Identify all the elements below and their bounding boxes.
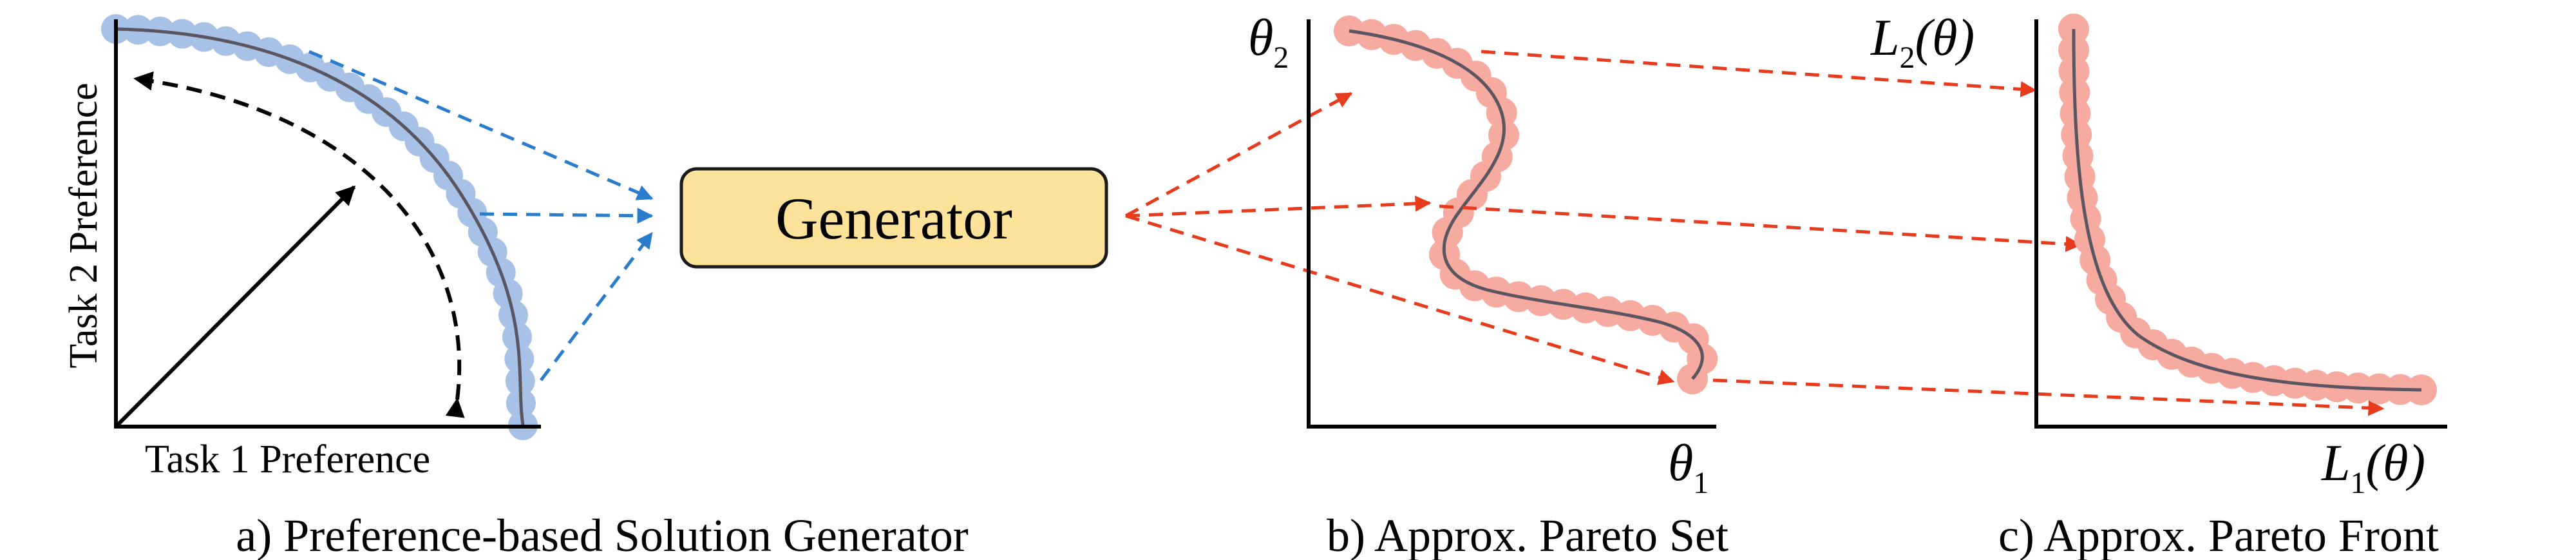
- pareto-set-curve: [1349, 29, 1704, 380]
- preference-sweep-arrow: [133, 71, 465, 418]
- red-arrow-map-bottom: [1712, 378, 2385, 416]
- panel-c-x-label-base: L: [2321, 435, 2351, 492]
- panel-c: L2(θ) L1(θ) c) Approx. Pareto Front: [1870, 10, 2447, 560]
- blue-arrow-bottom: [540, 232, 653, 381]
- panel-c-y-label-sub: 2: [1900, 41, 1915, 75]
- panel-c-y-label-arg: (θ): [1915, 10, 1975, 66]
- panel-a-y-label: Task 2 Preference: [62, 82, 106, 368]
- red-arrow-gen-bottom: [1125, 214, 1675, 385]
- panel-b-caption: b) Approx. Pareto Set: [1327, 510, 1728, 560]
- panel-a-caption: a) Preference-based Solution Generator: [236, 510, 969, 560]
- panel-b-y-label-sub: 2: [1273, 41, 1289, 75]
- panel-c-y-label-base: L: [1870, 10, 1900, 66]
- pareto-front-dots: [2058, 14, 2437, 405]
- pareto-front-curve: [2072, 28, 2422, 392]
- panel-c-x-label-sub: 1: [2351, 466, 2366, 500]
- panel-c-x-label: L1(θ): [2321, 435, 2425, 500]
- red-arrow-map-middle: [1439, 204, 2082, 253]
- blue-arrow-middle: [479, 208, 654, 224]
- blue-arrow-top: [308, 50, 654, 200]
- panel-a: Task 1 Preference Task 2 Preference a) P…: [62, 14, 969, 560]
- preference-to-generator-arrows: [308, 50, 654, 381]
- preference-vector-arrow: [116, 185, 356, 427]
- red-arrow-gen-middle: [1125, 195, 1432, 218]
- generator-label: Generator: [775, 186, 1012, 251]
- set-to-front-arrows: [1439, 50, 2385, 416]
- panel-b: θ2 θ1 b) Approx. Pareto Set: [1248, 10, 1728, 560]
- panel-c-caption: c) Approx. Pareto Front: [1998, 510, 2439, 560]
- generator-box: Generator: [679, 167, 1108, 269]
- panel-a-x-label: Task 1 Preference: [145, 438, 430, 481]
- panel-b-x-label-sub: 1: [1693, 466, 1709, 500]
- generator-to-set-arrows: [1124, 92, 1675, 385]
- panel-b-y-label-base: θ: [1248, 10, 1273, 66]
- panel-b-y-label: θ2: [1248, 10, 1289, 75]
- panel-b-x-label-base: θ: [1668, 435, 1693, 492]
- panel-c-y-label: L2(θ): [1870, 10, 1975, 75]
- panel-c-x-label-arg: (θ): [2366, 435, 2426, 492]
- panel-b-x-label: θ1: [1668, 435, 1709, 500]
- generator-body: [679, 167, 1108, 269]
- red-arrow-gen-top: [1124, 92, 1353, 218]
